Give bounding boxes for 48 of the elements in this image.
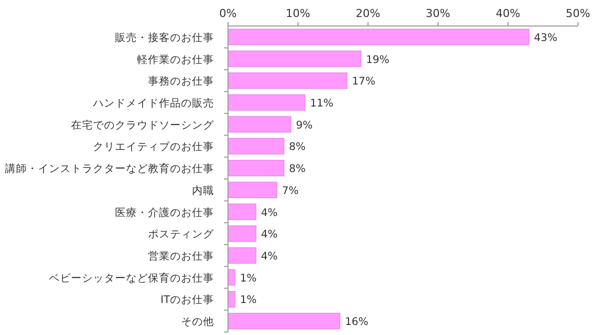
bar bbox=[228, 72, 348, 89]
bar bbox=[228, 138, 284, 154]
bar bbox=[228, 291, 236, 308]
data-label: 16% bbox=[345, 316, 368, 328]
bar bbox=[228, 182, 278, 198]
bar bbox=[228, 116, 292, 133]
bar bbox=[228, 160, 284, 176]
bar bbox=[228, 50, 362, 67]
data-label: 1% bbox=[240, 272, 257, 284]
y-tick-label: ベビーシッターなど保育のお仕事 bbox=[49, 271, 214, 284]
data-label: 8% bbox=[289, 163, 306, 176]
data-label: 8% bbox=[289, 141, 306, 154]
data-label: 9% bbox=[296, 119, 313, 132]
y-tick-label: ハンドメイド作品の販売 bbox=[92, 96, 214, 110]
x-tick-label: 30% bbox=[426, 7, 450, 20]
y-tick-label: 販売・接客のお仕事 bbox=[115, 30, 214, 44]
x-tick-label: 10% bbox=[286, 7, 310, 20]
data-label: 4% bbox=[261, 206, 278, 219]
bar bbox=[228, 204, 256, 220]
y-tick-label: 医療・介護のお仕事 bbox=[115, 206, 214, 219]
bar bbox=[228, 28, 530, 46]
data-label: 17% bbox=[352, 76, 376, 88]
y-tick-label: ポスティング bbox=[148, 228, 215, 241]
data-label: 43% bbox=[534, 32, 558, 44]
y-tick-label: 事務のお仕事 bbox=[148, 74, 214, 88]
y-tick-label: 軽作業のお仕事 bbox=[137, 52, 214, 66]
data-label: 4% bbox=[261, 250, 278, 262]
bar bbox=[228, 269, 236, 286]
x-tick-label: 20% bbox=[356, 7, 380, 20]
data-label: 11% bbox=[310, 98, 334, 110]
y-tick-label: その他 bbox=[181, 316, 214, 328]
data-label: 19% bbox=[366, 54, 390, 66]
bar bbox=[228, 94, 306, 111]
y-tick-label: 講師・インストラクターなど教育のお仕事 bbox=[5, 162, 214, 176]
y-tick-label: 内職 bbox=[192, 184, 214, 197]
y-tick-label: ITのお仕事 bbox=[160, 293, 214, 306]
bar bbox=[228, 225, 256, 242]
y-tick-label: クリエイティブのお仕事 bbox=[93, 140, 214, 154]
x-tick-label: 40% bbox=[496, 7, 520, 20]
x-tick-label: 0% bbox=[219, 7, 237, 20]
data-label: 7% bbox=[282, 184, 299, 197]
y-tick-label: 営業のお仕事 bbox=[148, 250, 214, 262]
data-label: 4% bbox=[261, 228, 278, 241]
y-tick-label: 在宅でのクラウドソーシング bbox=[71, 118, 215, 132]
bar bbox=[228, 312, 340, 330]
x-tick-label: 50% bbox=[566, 7, 590, 20]
data-label: 1% bbox=[240, 294, 257, 306]
bar bbox=[228, 247, 256, 264]
